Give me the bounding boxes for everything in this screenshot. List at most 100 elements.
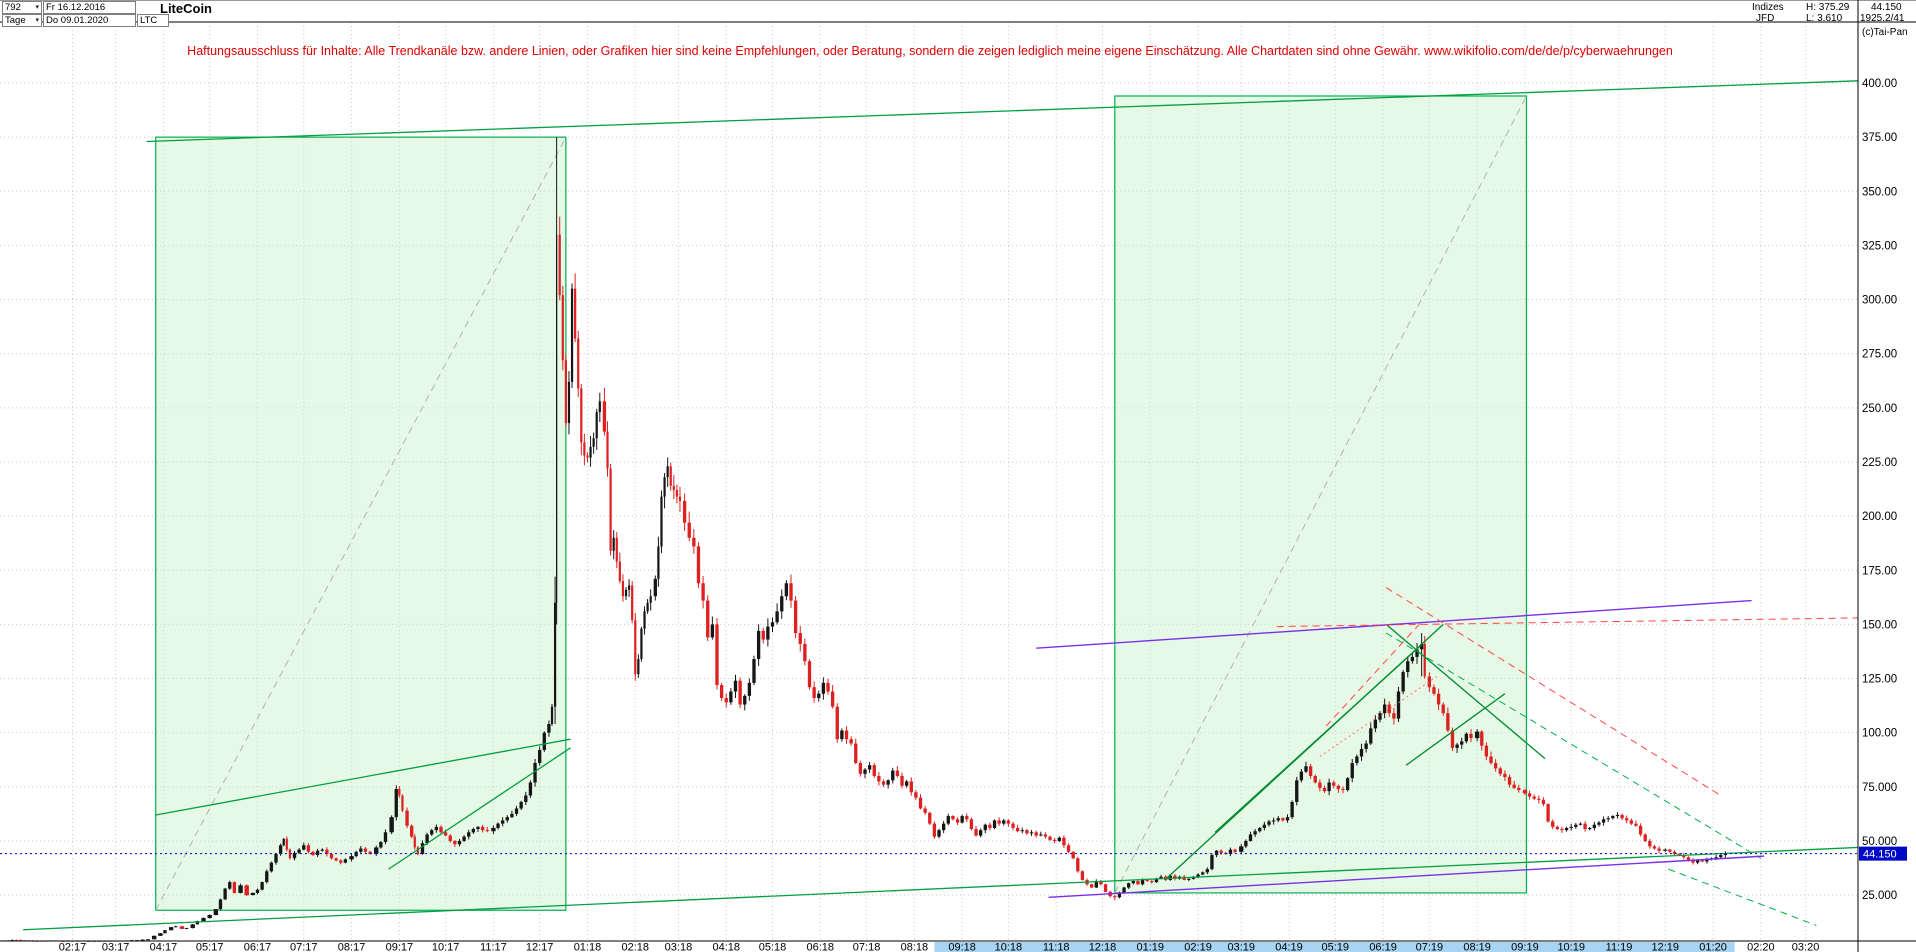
price-axis-label: 250.00	[1862, 403, 1897, 415]
end-date-field[interactable]: Do 09.01.2020	[43, 14, 136, 27]
symbol-field[interactable]: LTC	[137, 14, 169, 27]
date-axis-label: 05:18	[759, 942, 787, 952]
date-axis-label: 06:18	[807, 942, 835, 952]
back-annotation-layer	[155, 95, 1527, 911]
price-axis-label: 100.00	[1862, 728, 1897, 740]
trend-line-tail-dotted-green[interactable]	[1668, 868, 1817, 926]
date-axis-label: 04:18	[712, 942, 740, 952]
disclaimer-text: Haftungsausschluss für Inhalte: Alle Tre…	[187, 44, 1673, 58]
date-axis-label: 07:18	[853, 942, 881, 952]
bars-count-value: 792	[5, 2, 21, 13]
date-axis-label: 01:18	[574, 942, 602, 952]
price-axis-label: 225.00	[1862, 457, 1897, 469]
symbol-value: LTC	[140, 15, 158, 26]
trend-line-upper-trend[interactable]	[146, 80, 1859, 143]
period-select[interactable]: Tage ▾	[2, 14, 42, 27]
date-axis-label: 02:20	[1747, 942, 1775, 952]
date-axis-label: 03:18	[665, 942, 693, 952]
date-axis-label: 10:19	[1557, 942, 1585, 952]
trend-line-violet-lower[interactable]	[1048, 855, 1764, 898]
date-axis-label: 05:17	[196, 942, 224, 952]
last-price-tag-label: 44.150	[1863, 849, 1897, 861]
trend-line-red-rising-2[interactable]	[1319, 675, 1438, 757]
date-axis-label: 10:18	[995, 942, 1023, 952]
date-axis-highlight-band	[934, 942, 1735, 952]
range-low-value: L: 3.610	[1806, 13, 1843, 24]
date-axis-label: 07:17	[290, 942, 318, 952]
grid-layer	[0, 22, 1858, 941]
price-axis-label: 350.00	[1862, 186, 1897, 198]
date-axis-label: 06:17	[244, 942, 272, 952]
date-axis-label: 06:19	[1369, 942, 1397, 952]
last-price-tag: 44.150	[1859, 846, 1907, 861]
trend-line-trend-2017-inner[interactable]	[388, 747, 571, 870]
trend-line-peak-decline[interactable]	[1385, 623, 1546, 760]
trend-line-red-decline[interactable]	[1385, 587, 1722, 796]
trend-line-lower-trend[interactable]	[23, 846, 1859, 931]
date-axis-label: 08:18	[901, 942, 929, 952]
range-high-value: H: 375.29	[1806, 2, 1850, 13]
date-axis-labels: 02:17 03:17 04:17 05:17 06:17 07:17 08:17 09:17…	[59, 942, 1820, 952]
price-axis-label: 175.00	[1862, 565, 1897, 577]
date-axis-label: 08:17	[338, 942, 366, 952]
date-axis-label: 12:19	[1651, 942, 1679, 952]
trend-line-box2-diagonal[interactable]	[1114, 95, 1527, 894]
trend-line-trend-2017-upper[interactable]	[155, 738, 571, 816]
dropdown-arrow-icon: ▾	[35, 4, 39, 11]
extra-value: 1925.2/41	[1860, 13, 1905, 24]
trend-line-recovery-aug19[interactable]	[1405, 693, 1506, 766]
analysis-boxes	[155, 95, 1528, 911]
price-axis-label: 325.00	[1862, 240, 1897, 252]
trend-line-box1-diagonal[interactable]	[155, 136, 567, 911]
date-axis-label: 11:17	[480, 942, 507, 952]
date-axis-label: 04:17	[150, 942, 178, 952]
price-axis-label: 375.00	[1862, 132, 1897, 144]
dropdown-arrow-icon: ▾	[35, 17, 39, 24]
price-axis-labels: 400.00 375.00 350.00 325.00 300.00 275.00 250.…	[1862, 78, 1897, 902]
start-date-field[interactable]: Fr 16.12.2016	[43, 1, 136, 14]
price-axis-label: 75.000	[1862, 782, 1897, 794]
start-date-value: Fr 16.12.2016	[46, 2, 106, 13]
date-axis-label: 03:20	[1792, 942, 1820, 952]
period-value: Tage	[5, 15, 26, 26]
date-axis-label: 12:17	[526, 942, 554, 952]
instrument-title: LiteCoin	[160, 1, 212, 16]
price-axis-label: 200.00	[1862, 511, 1897, 523]
date-axis-label: 09:17	[386, 942, 414, 952]
bars-count-select[interactable]: 792 ▾	[2, 1, 42, 14]
price-axis-label: 150.00	[1862, 619, 1897, 631]
date-axis-label: 07:19	[1416, 942, 1444, 952]
datafeed-label: Indizes	[1752, 2, 1784, 13]
date-axis-label: 10:17	[432, 942, 460, 952]
date-axis-label: 12:18	[1089, 942, 1117, 952]
annotation-layer	[0, 80, 1859, 931]
date-axis-label: 09:19	[1511, 942, 1539, 952]
date-axis-label: 11:18	[1043, 942, 1070, 952]
date-axis-label: 11:19	[1606, 942, 1633, 952]
price-axis-label: 25.000	[1862, 890, 1897, 902]
trend-line-decline-dotted-green[interactable]	[1385, 632, 1762, 859]
date-axis-label: 03:17	[102, 942, 130, 952]
price-axis-label: 50.000	[1862, 836, 1897, 848]
date-axis-label: 01:19	[1136, 942, 1164, 952]
date-axis-label: 04:19	[1275, 942, 1303, 952]
date-axis-label: 05:19	[1322, 942, 1350, 952]
price-axis-label: 400.00	[1862, 78, 1897, 90]
trend-line-rally-2019-inner[interactable]	[1214, 645, 1421, 833]
date-axis-label: 03:19	[1227, 942, 1255, 952]
date-axis-label: 01:20	[1699, 942, 1727, 952]
price-axis-label: 300.00	[1862, 295, 1897, 307]
date-axis-label: 09:18	[948, 942, 976, 952]
date-axis-label: 02:17	[59, 942, 87, 952]
price-axis-label: 275.00	[1862, 349, 1897, 361]
date-axis-label: 02:18	[622, 942, 650, 952]
copyright-label: (c)Tai-Pan	[1862, 27, 1908, 38]
trend-line-red-resistance[interactable]	[1276, 617, 1859, 628]
end-date-value: Do 09.01.2020	[46, 15, 109, 26]
trend-line-violet-upper[interactable]	[1036, 599, 1752, 649]
date-axis-label: 02:19	[1184, 942, 1212, 952]
candles-layer	[2, 137, 1728, 942]
